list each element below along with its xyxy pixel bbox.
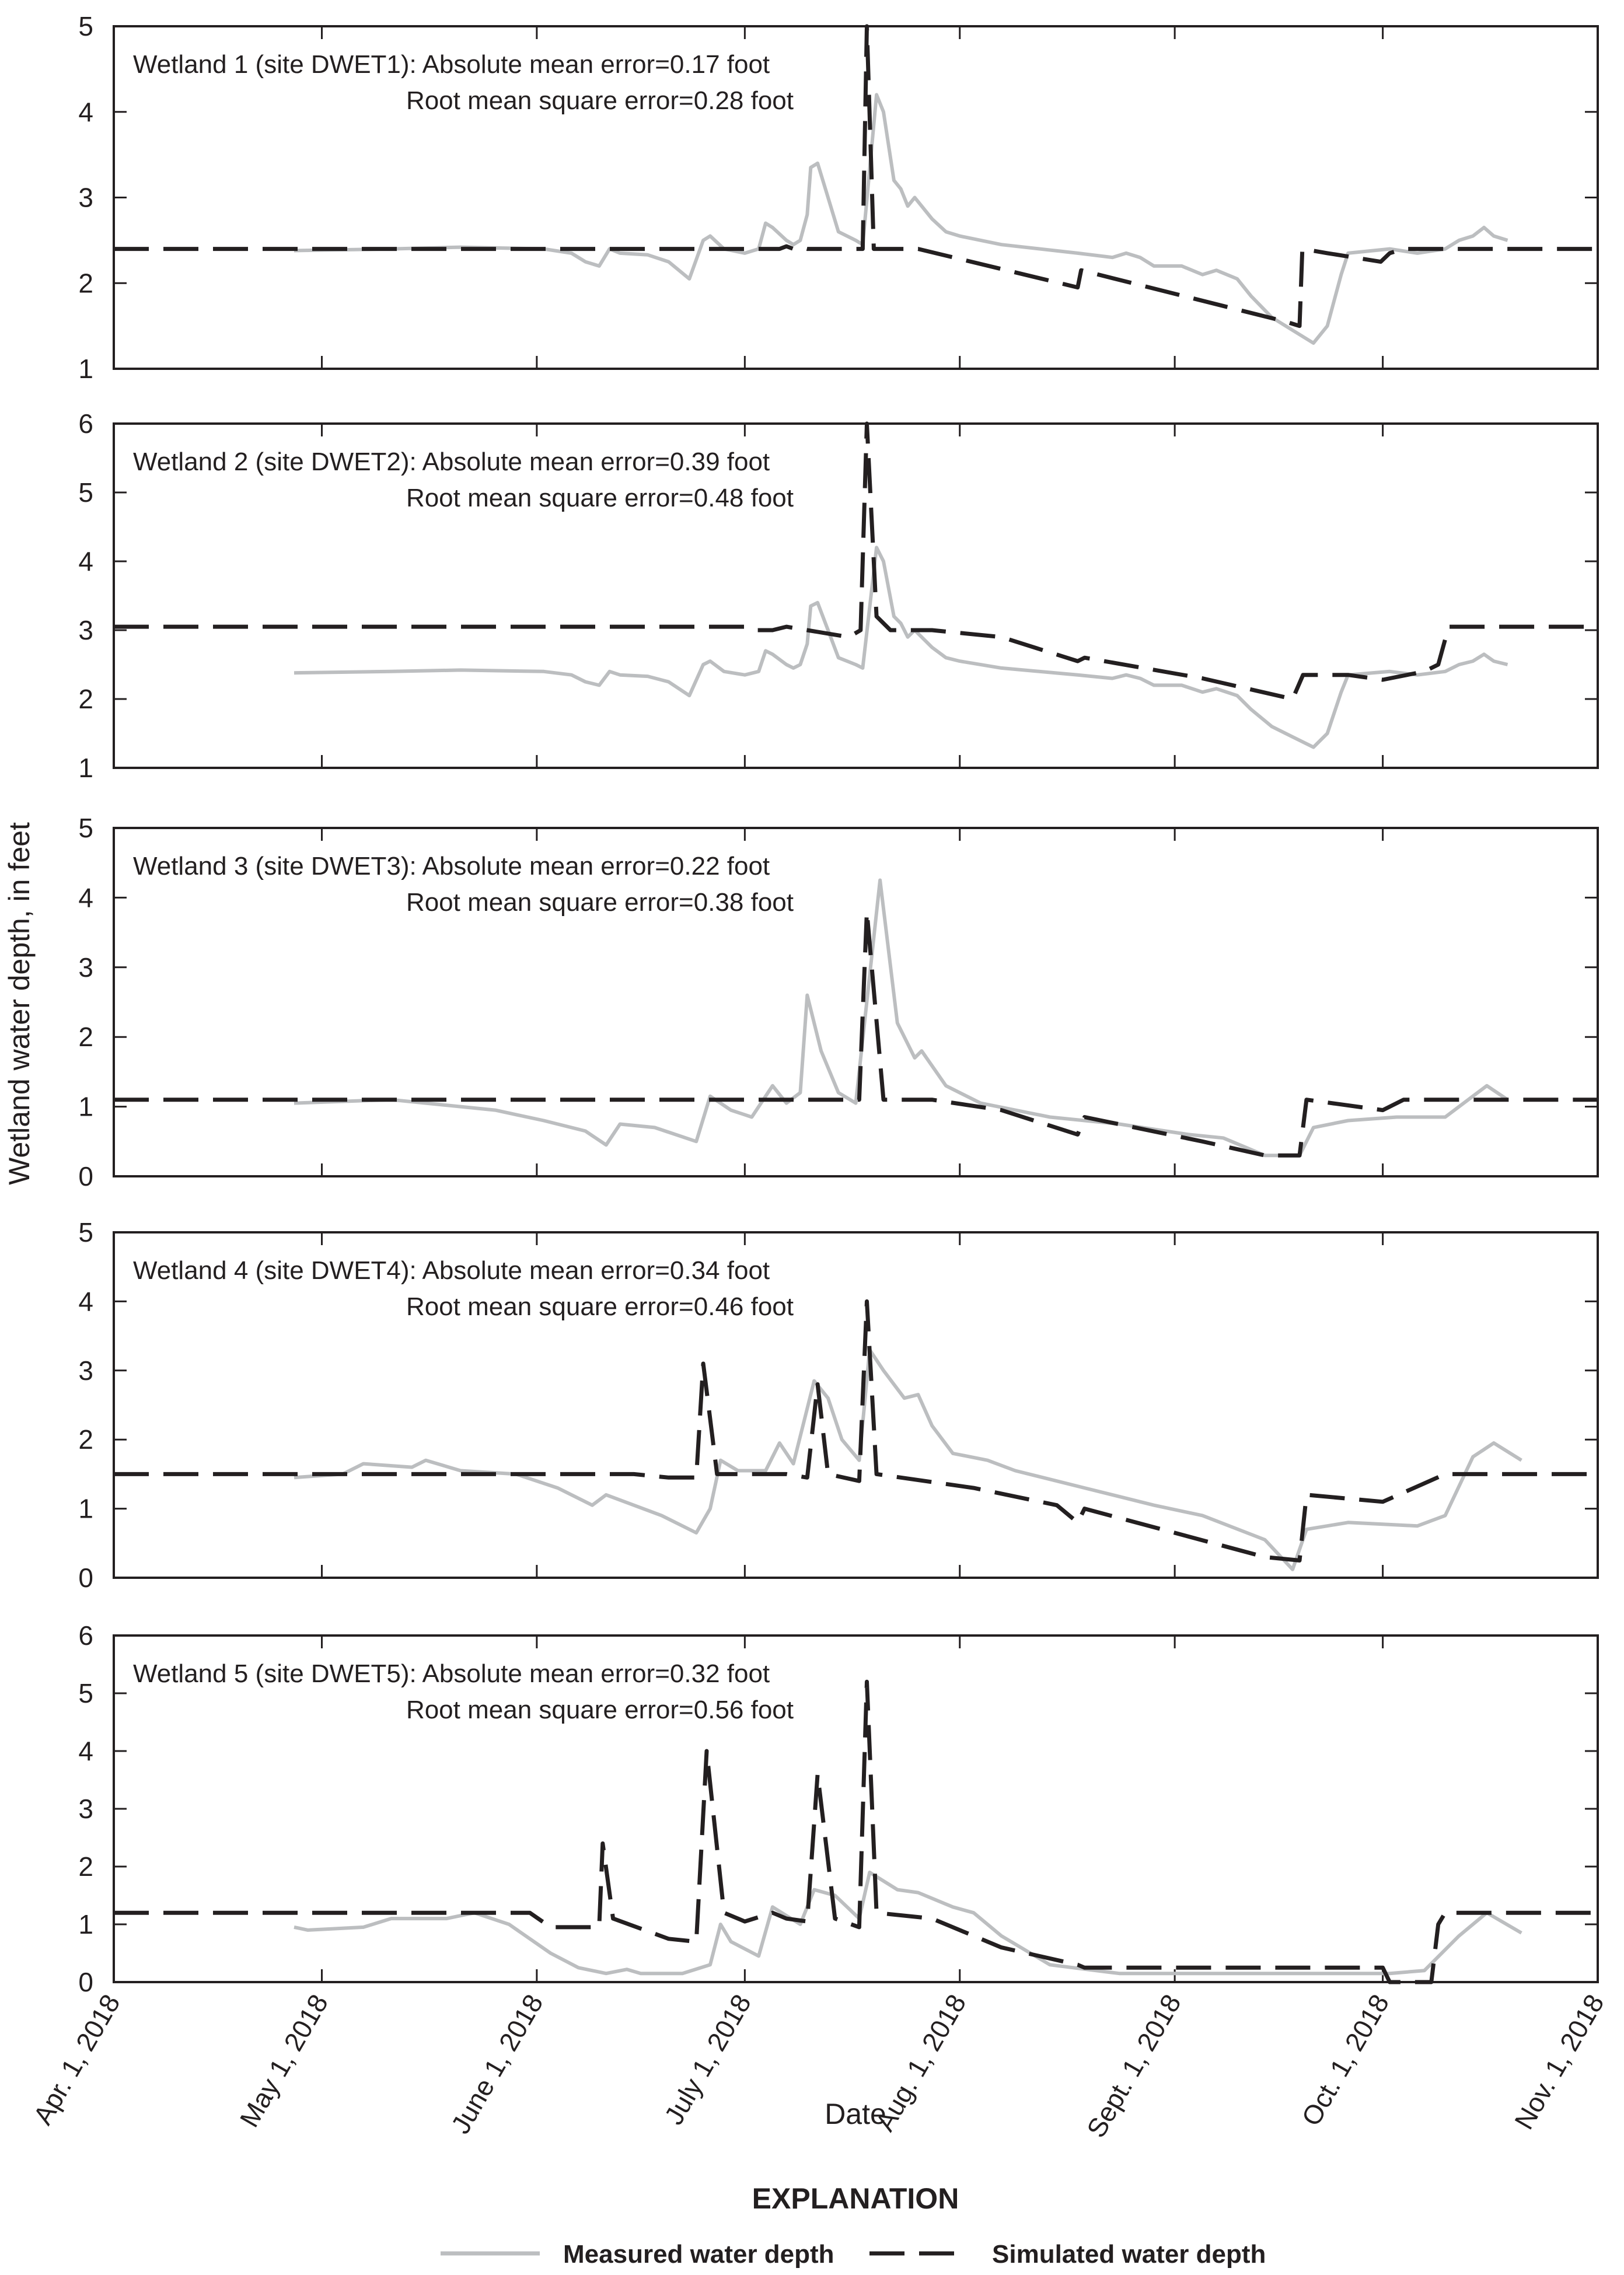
panel-wetland-3: 0 1 2 3 4 5 Wetland 3 (site DWET3): Absolute m… (78, 813, 1599, 1191)
plot-frame (113, 422, 1599, 769)
simulated-line (114, 909, 1598, 1158)
y-tick-label: 3 (78, 1355, 93, 1386)
y-tick-label: 0 (78, 1967, 93, 1997)
x-tick-label: May 1, 2018 (234, 1989, 334, 2132)
annotation-line-2: Root mean square error=0.48 foot (406, 484, 794, 512)
legend-title: EXPLANATION (752, 2182, 959, 2215)
annotation-line-2: Root mean square error=0.46 foot (406, 1292, 794, 1321)
y-tick-label: 0 (78, 1563, 93, 1593)
y-tick-label: 1 (78, 354, 93, 384)
measured-line (294, 878, 1509, 1158)
y-tick-label: 1 (78, 753, 93, 783)
annotation-line-2: Root mean square error=0.56 foot (406, 1696, 794, 1724)
measured-line (294, 546, 1508, 749)
plot-frame (113, 1231, 1599, 1579)
panel-wetland-5: 0 1 2 3 4 5 6 Wetland 5 (site DWET5): Absolute … (78, 1620, 1599, 1997)
y-tick-label: 6 (78, 1620, 93, 1651)
panel-wetland-4: 0 1 2 3 4 5 Wetland 4 (site DWET4): Absolute m… (78, 1217, 1599, 1593)
x-tick-label: Aug. 1, 2018 (869, 1989, 972, 2136)
annotation-line-2: Root mean square error=0.28 foot (406, 86, 794, 115)
x-axis-title: Date (825, 2098, 886, 2130)
y-tick-label: 5 (78, 477, 93, 508)
annotation-line-1: Wetland 2 (site DWET2): Absolute mean er… (133, 448, 770, 476)
y-tick-label: 3 (78, 615, 93, 645)
y-tick-label: 5 (78, 11, 93, 41)
x-tick-label: Sept. 1, 2018 (1081, 1989, 1187, 2143)
y-tick-label: 5 (78, 813, 93, 843)
y-tick-label: 2 (78, 1851, 93, 1882)
y-tick-label: 1 (78, 1909, 93, 1939)
annotation-line-1: Wetland 5 (site DWET5): Absolute mean er… (133, 1659, 770, 1688)
y-tick-label: 1 (78, 1494, 93, 1524)
y-tick-label: 2 (78, 268, 93, 298)
y-tick-label: 3 (78, 183, 93, 213)
x-tick-label: Apr. 1, 2018 (27, 1989, 126, 2130)
annotation-line-1: Wetland 4 (site DWET4): Absolute mean er… (133, 1256, 770, 1285)
y-tick-label: 4 (78, 546, 93, 576)
annotation-line-1: Wetland 3 (site DWET3): Absolute mean er… (133, 852, 770, 880)
annotation-line-2: Root mean square error=0.38 foot (406, 888, 794, 917)
y-axis-title: Wetland water depth, in feet (3, 822, 36, 1185)
y-tick-label: 3 (78, 1794, 93, 1824)
y-tick-label: 6 (78, 408, 93, 439)
x-tick-label: Nov. 1, 2018 (1508, 1989, 1610, 2134)
y-tick-label: 4 (78, 1736, 93, 1766)
legend-simulated-label: Simulated water depth (992, 2240, 1266, 2269)
y-tick-label: 5 (78, 1217, 93, 1247)
simulated-line (114, 421, 1598, 701)
y-tick-label: 4 (78, 97, 93, 127)
y-tick-label: 5 (78, 1678, 93, 1708)
x-tick-label: July 1, 2018 (658, 1989, 757, 2130)
y-tick-label: 2 (78, 684, 93, 714)
simulated-line (114, 24, 1598, 329)
y-tick-label: 1 (78, 1092, 93, 1122)
measured-line (294, 93, 1508, 345)
x-tick-label: Oct. 1, 2018 (1295, 1989, 1395, 2131)
x-tick-label: June 1, 2018 (445, 1989, 549, 2138)
y-tick-label: 4 (78, 882, 93, 913)
simulated-line (114, 1299, 1598, 1563)
y-tick-label: 2 (78, 1022, 93, 1052)
plot-frame (113, 827, 1599, 1177)
legend-measured-label: Measured water depth (563, 2240, 834, 2269)
y-tick-label: 0 (78, 1161, 93, 1191)
panel-wetland-2: 1 2 3 4 5 6 Wetland 2 (site DWET2): Absolute m… (78, 408, 1599, 783)
simulated-line (114, 1679, 1598, 1984)
measured-line (294, 1870, 1522, 1976)
measured-line (294, 1348, 1522, 1571)
y-tick-label: 3 (78, 952, 93, 983)
y-tick-label: 4 (78, 1286, 93, 1316)
annotation-line-1: Wetland 1 (site DWET1): Absolute mean er… (133, 50, 770, 79)
y-tick-label: 2 (78, 1424, 93, 1455)
panel-wetland-1: 1 2 3 4 5 Wetland 1 (site DWET1): Absolute me… (78, 11, 1599, 384)
